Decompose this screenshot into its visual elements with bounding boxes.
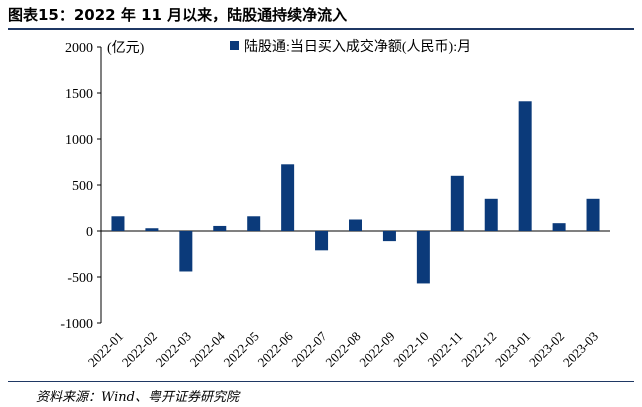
- bar-2022-10: [416, 231, 430, 284]
- bar-2023-03: [586, 198, 600, 231]
- x-tick-label: 2023-02: [526, 329, 567, 370]
- x-tick-label: 2023-01: [492, 329, 533, 370]
- bar-2022-12: [484, 198, 498, 231]
- source-note: 资料来源：Wind、粤开证券研究院: [36, 390, 239, 405]
- x-tick-label: 2022-10: [390, 329, 431, 370]
- bar-2022-03: [179, 231, 193, 272]
- figure-title: 图表15：2022 年 11 月以来，陆股通持续净流入: [8, 6, 348, 24]
- bar-2023-02: [552, 223, 566, 231]
- x-tick-label: 2022-01: [85, 329, 126, 370]
- y-tick-label: 1500: [65, 87, 93, 102]
- y-tick-label: 500: [72, 179, 93, 194]
- x-tick-label: 2022-02: [119, 329, 160, 370]
- source-rule: [8, 381, 634, 382]
- bar-2022-05: [247, 216, 261, 231]
- y-tick-label: -1000: [60, 317, 93, 332]
- y-axis: -1000 -500 0 500 1000 1500 2000: [60, 41, 610, 332]
- x-tick-label: 2022-09: [356, 329, 397, 370]
- x-tick-label: 2022-11: [425, 329, 466, 370]
- y-tick-label: -500: [67, 271, 93, 286]
- x-tick-label: 2022-03: [153, 329, 194, 370]
- bar-2022-07: [315, 231, 329, 251]
- title-rule: [8, 28, 634, 30]
- bar-2023-01: [518, 101, 532, 231]
- unit-label: (亿元): [107, 40, 145, 56]
- x-tick-label: 2022-06: [254, 328, 296, 370]
- bar-2022-01: [111, 216, 125, 231]
- bar-2022-08: [349, 219, 362, 231]
- legend-swatch: [230, 41, 239, 50]
- x-axis-labels: 2022-012022-022022-032022-042022-052022-…: [85, 328, 601, 370]
- y-tick-label: 0: [86, 225, 93, 240]
- x-tick-label: 2022-07: [288, 328, 330, 370]
- bar-2022-04: [213, 225, 227, 231]
- x-tick-label: 2022-12: [458, 329, 499, 370]
- bars: [111, 101, 600, 284]
- bar-2022-02: [145, 228, 159, 231]
- y-tick-label: 2000: [65, 41, 93, 56]
- x-tick-label: 2022-04: [187, 328, 229, 370]
- y-tick-label: 1000: [65, 133, 93, 148]
- x-tick-label: 2022-05: [221, 329, 262, 370]
- legend-label: 陆股通:当日买入成交净额(人民币):月: [244, 38, 471, 55]
- bar-2022-11: [450, 175, 464, 231]
- bar-2022-06: [281, 164, 295, 231]
- bar-2022-09: [382, 231, 396, 242]
- x-tick-label: 2023-03: [560, 329, 601, 370]
- x-tick-label: 2022-08: [322, 329, 363, 370]
